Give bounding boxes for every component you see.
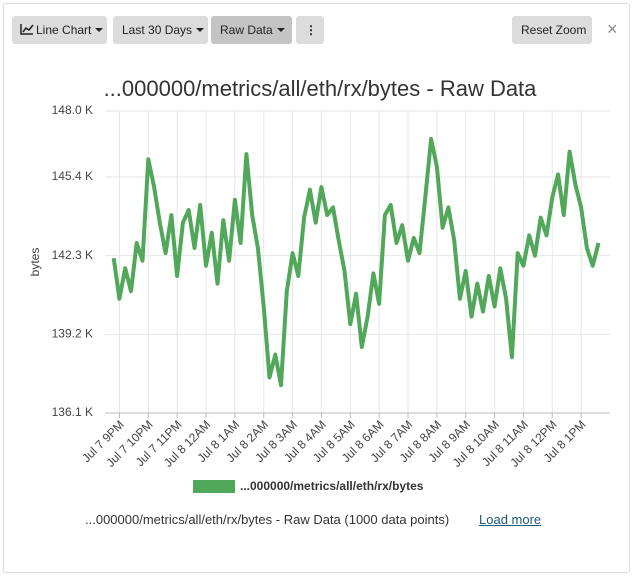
- card: [3, 3, 630, 573]
- y-tick-label: 145.4 K: [52, 169, 93, 183]
- legend-label: ...000000/metrics/all/eth/rx/bytes: [240, 479, 424, 493]
- y-tick-label: 142.3 K: [52, 248, 93, 262]
- y-tick-label: 148.0 K: [52, 103, 93, 117]
- y-axis-label: bytes: [28, 248, 42, 277]
- footer-text: ...000000/metrics/all/eth/rx/bytes - Raw…: [85, 512, 450, 527]
- data-line: [111, 136, 601, 388]
- legend-swatch: [193, 480, 235, 493]
- line-chart-icon: [20, 24, 34, 35]
- button-label: Raw Data: [220, 23, 273, 37]
- mode-button[interactable]: Raw Data: [211, 16, 292, 44]
- chart-title: ...000000/metrics/all/eth/rx/bytes - Raw…: [104, 76, 538, 101]
- range-button[interactable]: Last 30 Days: [113, 16, 208, 44]
- close-button[interactable]: ×: [607, 19, 618, 39]
- button-label: Line Chart: [36, 23, 92, 37]
- load-more-link[interactable]: Load more: [479, 512, 542, 527]
- reset-zoom-button[interactable]: Reset Zoom: [512, 16, 592, 44]
- y-tick-label: 139.2 K: [52, 326, 93, 340]
- button-label: Reset Zoom: [521, 23, 587, 37]
- button-label: Last 30 Days: [122, 23, 193, 37]
- chart-type-button[interactable]: Line Chart: [12, 16, 107, 44]
- y-tick-label: 136.1 K: [52, 405, 93, 419]
- more-button[interactable]: ⋮: [296, 16, 324, 44]
